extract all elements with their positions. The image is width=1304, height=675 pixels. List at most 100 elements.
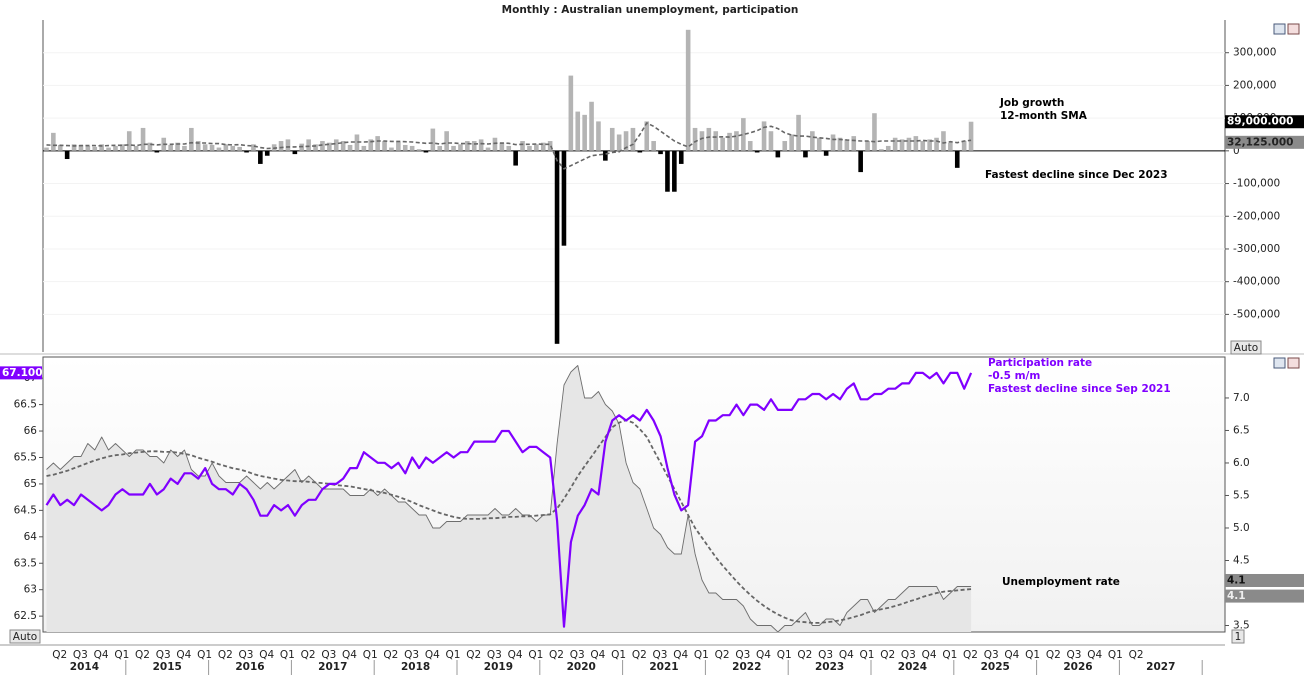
- x-year-label: 2017: [318, 661, 347, 673]
- value-readout: 4.1: [1227, 574, 1246, 586]
- annotation: Fastest decline since Dec 2023: [985, 169, 1168, 181]
- bar: [361, 145, 367, 151]
- bar: [396, 141, 401, 151]
- bar: [678, 150, 684, 164]
- restore-button[interactable]: [1273, 357, 1286, 369]
- line: [46, 122, 972, 170]
- bar: [651, 141, 656, 151]
- bar: [961, 141, 967, 151]
- x-quarter-label: Q1: [363, 649, 378, 661]
- value-readout: 67.100: [2, 367, 43, 379]
- bar: [340, 141, 346, 151]
- bar: [389, 147, 394, 151]
- scale-mode-box: [1231, 629, 1245, 644]
- bar: [202, 144, 208, 151]
- bar: [885, 145, 891, 151]
- value-readout: 32,125.000: [1227, 136, 1293, 148]
- x-quarter-label: Q1: [280, 649, 295, 661]
- legend-label: Job growth: [999, 97, 1064, 109]
- bar: [492, 137, 498, 151]
- y2-tick-label: 4.5: [1233, 554, 1250, 566]
- bar: [851, 136, 857, 151]
- bar: [458, 144, 463, 151]
- x-quarter-label: Q1: [1025, 649, 1040, 661]
- bar: [140, 127, 146, 151]
- value-readout: 4.1: [1227, 590, 1246, 602]
- bar: [430, 128, 436, 151]
- bar: [534, 144, 539, 151]
- bar: [409, 145, 415, 151]
- close-button[interactable]: [1287, 357, 1300, 369]
- x-quarter-label: Q1: [942, 649, 957, 661]
- bar: [582, 114, 587, 151]
- x-quarter-label: Q1: [860, 649, 875, 661]
- bar: [347, 144, 353, 151]
- x-year-label: 2018: [401, 661, 430, 673]
- bar: [485, 147, 491, 151]
- bar: [258, 150, 263, 164]
- bar: [727, 132, 732, 151]
- bar: [747, 141, 753, 151]
- x-quarter-label: Q2: [797, 649, 812, 661]
- bar: [899, 139, 905, 151]
- bar: [782, 141, 788, 151]
- x-quarter-label: Q3: [239, 649, 254, 661]
- bar: [251, 144, 256, 151]
- x-quarter-label: Q3: [818, 649, 833, 661]
- bar: [596, 121, 601, 151]
- bar: [761, 121, 767, 151]
- y-tick-label: -500,000: [1233, 308, 1280, 320]
- x-quarter-label: Q2: [549, 649, 564, 661]
- legend-label: Unemployment rate: [1002, 576, 1120, 588]
- annotation: Fastest decline since Sep 2021: [988, 383, 1171, 395]
- scale-mode-label: Auto: [1234, 342, 1258, 354]
- bar: [816, 137, 822, 151]
- legend-label: 12-month SMA: [1000, 110, 1088, 122]
- bar: [120, 144, 125, 151]
- bar: [644, 121, 650, 151]
- bar: [71, 144, 77, 151]
- restore-button[interactable]: [1273, 23, 1286, 35]
- x-year-label: 2021: [649, 661, 678, 673]
- x-quarter-label: Q4: [839, 649, 854, 661]
- area: [46, 365, 972, 632]
- y-tick-label: 66: [24, 425, 38, 437]
- x-quarter-label: Q4: [1087, 649, 1102, 661]
- bar: [44, 147, 49, 151]
- bar: [713, 131, 719, 151]
- bar: [520, 141, 525, 151]
- x-quarter-label: Q4: [342, 649, 357, 661]
- bar: [313, 144, 318, 151]
- bar: [133, 145, 139, 151]
- bar: [554, 150, 560, 344]
- x-quarter-label: Q3: [1067, 649, 1082, 661]
- bar: [306, 139, 311, 151]
- bar: [948, 142, 953, 151]
- x-quarter-label: Q2: [52, 649, 67, 661]
- bar: [699, 131, 705, 151]
- line: [45, 371, 973, 628]
- close-button[interactable]: [1287, 23, 1300, 35]
- line: [46, 419, 972, 624]
- bar: [658, 150, 663, 155]
- bar: [941, 131, 946, 151]
- bar: [844, 139, 850, 151]
- x-quarter-label: Q4: [590, 649, 605, 661]
- bar: [603, 150, 608, 161]
- bar: [189, 127, 194, 151]
- bar: [471, 141, 477, 151]
- x-year-label: 2026: [1063, 661, 1092, 673]
- bar: [527, 145, 532, 151]
- value-readout-box: [0, 366, 42, 380]
- value-readout-box: [1225, 115, 1304, 129]
- bar: [382, 141, 387, 151]
- y2-tick-label: 7.0: [1233, 392, 1250, 404]
- x-quarter-label: Q2: [218, 649, 233, 661]
- y2-tick-label: 6.5: [1233, 424, 1250, 436]
- x-year-label: 2020: [567, 661, 596, 673]
- y-tick-label: -400,000: [1233, 276, 1280, 288]
- bar: [872, 113, 877, 151]
- bar: [968, 121, 974, 151]
- y-tick-label: 300,000: [1233, 47, 1276, 59]
- x-quarter-label: Q2: [1046, 649, 1061, 661]
